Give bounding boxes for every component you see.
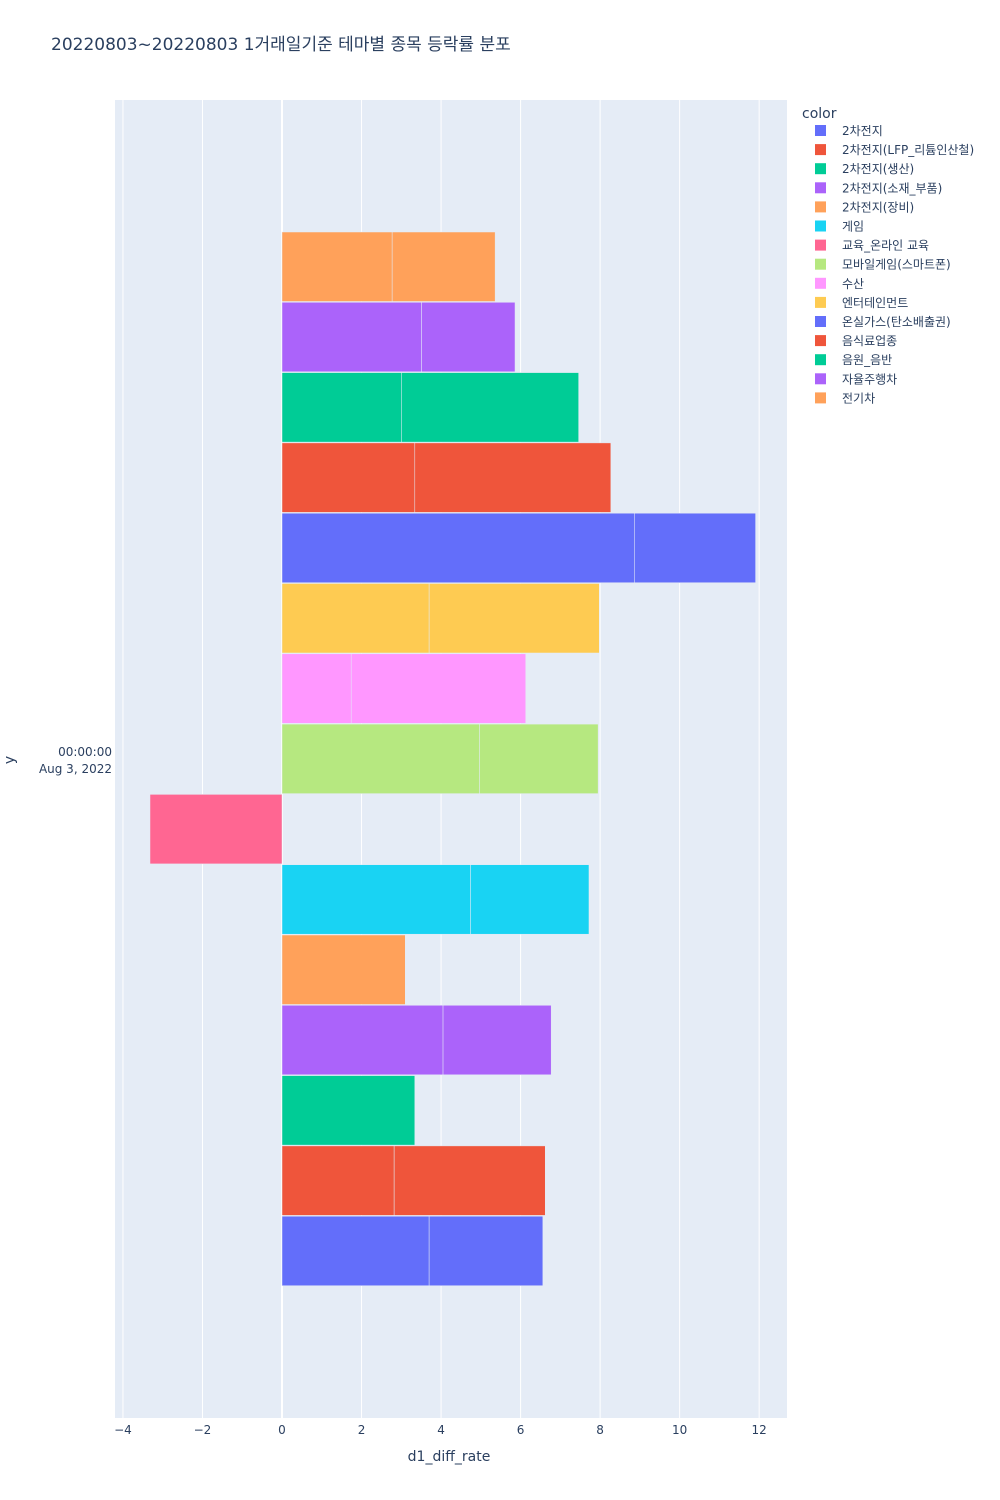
bar-segment[interactable] (281, 231, 393, 302)
bar-segment[interactable] (149, 794, 283, 865)
bar-segment[interactable] (470, 864, 590, 935)
legend-item-label[interactable]: 음식료업종 (842, 334, 897, 348)
legend-swatch[interactable] (815, 239, 826, 251)
legend-item-label[interactable]: 온실가스(탄소배출권) (842, 315, 951, 329)
legend-title: color (802, 106, 837, 122)
y-tick-time: 00:00:00 (58, 745, 112, 759)
legend-swatch[interactable] (815, 201, 826, 213)
bar-segment[interactable] (281, 723, 480, 794)
legend-item-label[interactable]: 자율주행차 (842, 371, 897, 386)
chart-title: 20220803~20220803 1거래일기준 테마별 종목 등락률 분포 (51, 35, 511, 55)
bar-segment[interactable] (421, 302, 516, 373)
legend-item-label[interactable]: 2차전지 (842, 124, 883, 138)
legend-item-label[interactable]: 게임 (842, 220, 864, 234)
bar-layer (149, 231, 756, 1286)
bar-segment[interactable] (281, 1215, 430, 1286)
y-tick-date: Aug 3, 2022 (39, 762, 112, 776)
legend: 2차전지 2차전지(LFP_리튬인산철) 2차전지(생산) 2차전지(소재_부품) 2차… (815, 124, 974, 405)
legend-item-label[interactable]: 수산 (842, 277, 864, 291)
bar-segment[interactable] (281, 653, 352, 724)
bar-segment[interactable] (281, 1005, 444, 1076)
bar-segment[interactable] (393, 1145, 546, 1216)
legend-item-label[interactable]: 모바일게임(스마트폰) (842, 258, 951, 272)
x-tick-label: 4 (437, 1423, 445, 1437)
bar-segment[interactable] (281, 372, 402, 443)
legend-swatch[interactable] (815, 316, 826, 327)
legend-item-label[interactable]: 2차전지(생산) (842, 162, 914, 176)
bar-segment[interactable] (414, 442, 612, 513)
x-tick-label: 12 (752, 1423, 767, 1437)
legend-item-label[interactable]: 음원_음반 (842, 353, 892, 367)
legend-item-label[interactable]: 2차전지(LFP_리튬인산철) (842, 143, 974, 157)
legend-swatch[interactable] (815, 354, 826, 366)
x-tick-label: −4 (114, 1423, 132, 1437)
bar-segment[interactable] (281, 302, 422, 373)
x-tick-label: 10 (672, 1423, 687, 1437)
bar-segment[interactable] (634, 512, 756, 583)
legend-swatch[interactable] (815, 296, 826, 308)
legend-swatch[interactable] (815, 258, 826, 270)
legend-swatch[interactable] (815, 163, 826, 175)
y-axis-title: y (2, 756, 18, 764)
bar-segment[interactable] (428, 583, 600, 654)
legend-swatch[interactable] (815, 277, 826, 289)
bar-segment[interactable] (281, 1145, 395, 1216)
bar-segment[interactable] (479, 723, 599, 794)
bar-segment[interactable] (401, 372, 579, 443)
x-tick-label: 6 (517, 1423, 525, 1437)
bar-segment[interactable] (281, 934, 406, 1005)
bar-segment[interactable] (281, 583, 430, 654)
legend-swatch[interactable] (815, 144, 826, 156)
legend-item-label[interactable]: 교육_온라인 교육 (842, 239, 929, 253)
x-tick-labels: −4 −2 0 2 4 6 8 10 12 (114, 1423, 767, 1437)
legend-item-label[interactable]: 2차전지(장비) (842, 200, 914, 214)
legend-swatch[interactable] (815, 373, 826, 385)
bar-segment[interactable] (281, 512, 635, 583)
legend-swatch[interactable] (815, 335, 826, 347)
bar-segment[interactable] (281, 864, 471, 935)
legend-swatch[interactable] (815, 182, 826, 194)
bar-segment[interactable] (442, 1005, 552, 1076)
legend-item-label[interactable]: 엔터테인먼트 (842, 296, 908, 310)
x-tick-label: 0 (278, 1423, 286, 1437)
legend-swatch[interactable] (815, 125, 826, 136)
bar-segment[interactable] (350, 653, 527, 724)
legend-item-label[interactable]: 2차전지(소재_부품) (842, 181, 942, 195)
x-axis-title: d1_diff_rate (408, 1449, 491, 1465)
bar-segment[interactable] (281, 442, 416, 513)
bar-segment[interactable] (391, 231, 496, 302)
y-tick-labels: 00:00:00 Aug 3, 2022 (39, 745, 112, 776)
legend-swatch[interactable] (815, 392, 826, 404)
legend-item-label[interactable]: 전기차 (842, 391, 875, 405)
bar-segment[interactable] (428, 1215, 544, 1286)
x-tick-label: −2 (194, 1423, 212, 1437)
bar-segment[interactable] (281, 1075, 416, 1146)
x-tick-label: 8 (596, 1423, 604, 1437)
legend-swatch[interactable] (815, 220, 826, 232)
x-tick-label: 2 (358, 1423, 366, 1437)
